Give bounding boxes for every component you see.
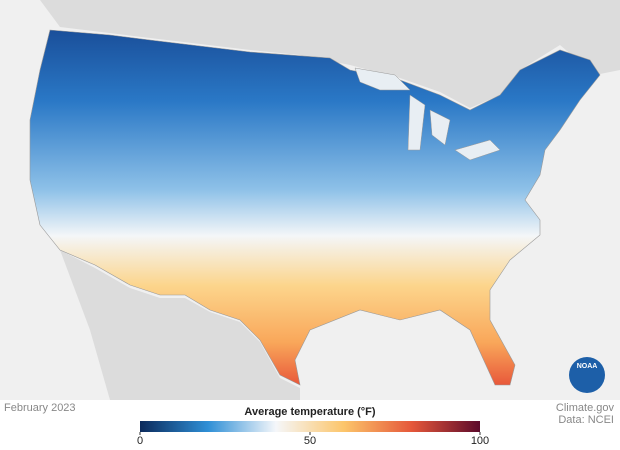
color-bar	[140, 421, 480, 432]
source-label: Data: NCEI	[558, 414, 614, 426]
tick-label: 50	[304, 435, 316, 447]
canada	[40, 0, 620, 108]
logo-text: NOAA	[577, 363, 598, 370]
mexico	[60, 250, 300, 400]
conterminous-us	[29, 29, 601, 386]
tick-label: 0	[137, 435, 143, 447]
tick-label: 100	[471, 435, 489, 447]
date-label: February 2023	[4, 402, 76, 414]
legend-title: Average temperature (°F)	[244, 406, 375, 418]
logo-badge	[569, 357, 605, 393]
credit-label: Climate.gov	[556, 402, 615, 414]
great-lakes	[354, 67, 501, 161]
